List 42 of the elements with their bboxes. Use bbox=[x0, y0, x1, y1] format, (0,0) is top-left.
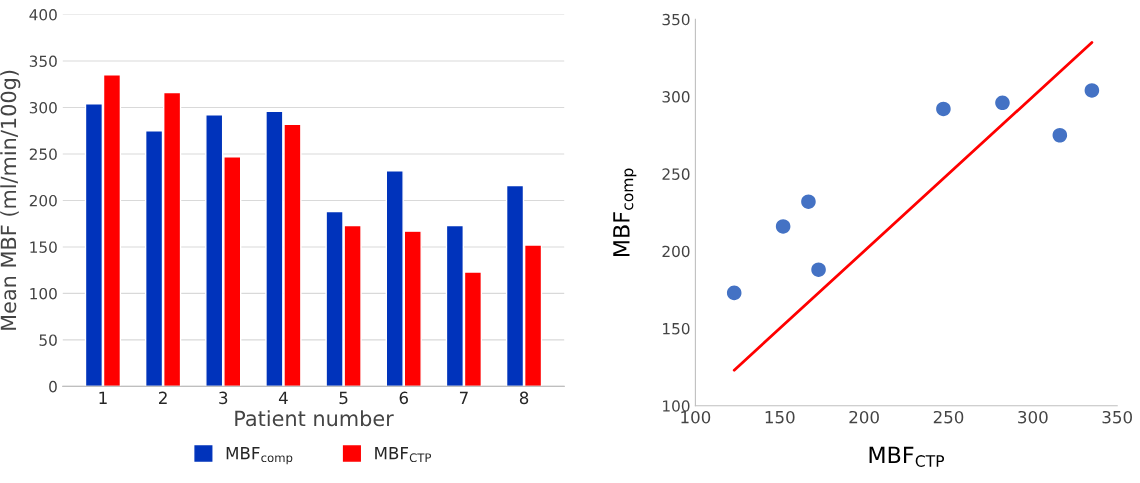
y-axis-title: MBF$_{comp}$ bbox=[613, 168, 637, 257]
x-tick-label: 4 bbox=[278, 391, 288, 404]
point bbox=[726, 285, 742, 301]
x-tick-label: 5 bbox=[339, 391, 348, 405]
point bbox=[775, 219, 791, 234]
point bbox=[1052, 127, 1068, 143]
y-tick-label: 50 bbox=[39, 334, 57, 346]
point bbox=[801, 194, 816, 209]
y-axis-title: Mean MBF (ml/min/100g) bbox=[0, 70, 21, 330]
x-tick-label: 150 bbox=[765, 410, 795, 424]
y-tick-label: 250 bbox=[29, 148, 57, 160]
point bbox=[1084, 83, 1100, 98]
x-axis-title: MBF$_{CTP}$ bbox=[869, 446, 945, 467]
x-tick-label: 350 bbox=[1102, 410, 1132, 424]
y-tick-label: 400 bbox=[29, 8, 57, 21]
x-tick-label: 1 bbox=[99, 391, 107, 404]
y-tick-label: 200 bbox=[29, 194, 57, 207]
legend-label: MBF$_{CTP}$ bbox=[375, 447, 432, 463]
y-tick-label: 150 bbox=[30, 241, 57, 253]
x-tick-label: 300 bbox=[1018, 410, 1048, 424]
x-tick-label: 2 bbox=[159, 391, 167, 404]
y-tick-label: 350 bbox=[29, 55, 57, 67]
point bbox=[995, 95, 1010, 111]
x-tick-label: 100 bbox=[681, 410, 711, 424]
y-tick-label: 200 bbox=[662, 245, 690, 258]
legend-label: MBF$_{comp}$ bbox=[226, 447, 293, 465]
x-axis-title: Patient number bbox=[235, 410, 394, 427]
x-tick-label: 3 bbox=[219, 391, 228, 405]
x-tick-label: 200 bbox=[849, 410, 879, 424]
y-tick-label: 150 bbox=[663, 322, 690, 335]
point bbox=[811, 262, 826, 277]
y-tick-label: 250 bbox=[662, 168, 690, 180]
point bbox=[936, 101, 951, 117]
y-tick-label: 100 bbox=[30, 287, 57, 300]
y-tick-label: 300 bbox=[662, 91, 690, 103]
y-tick-label: 0 bbox=[49, 380, 57, 393]
y-tick-label: 350 bbox=[662, 13, 690, 26]
y-tick-label: 300 bbox=[29, 101, 57, 114]
x-tick-label: 7 bbox=[459, 391, 468, 404]
x-tick-label: 6 bbox=[399, 391, 408, 405]
x-tick-label: 8 bbox=[519, 391, 529, 405]
x-tick-label: 250 bbox=[933, 410, 964, 424]
